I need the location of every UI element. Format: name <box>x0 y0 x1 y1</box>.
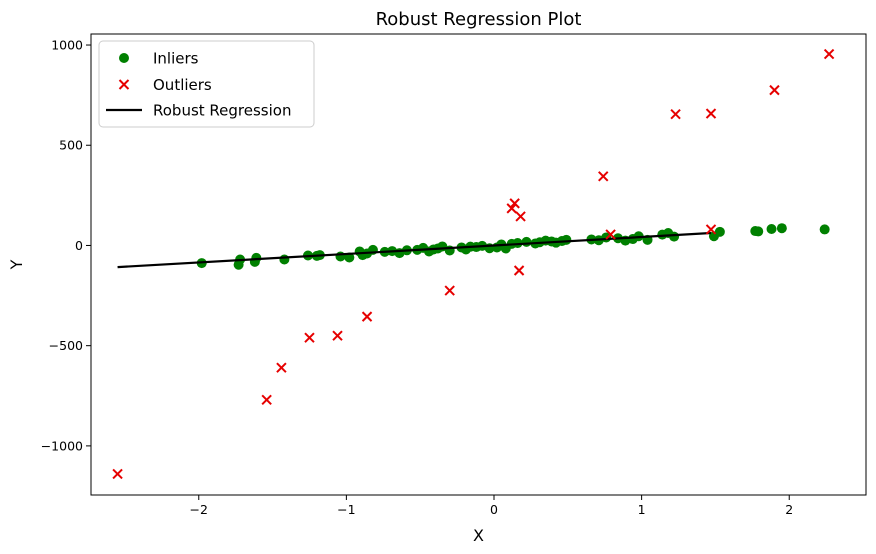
legend-label-inliers: Inliers <box>153 50 199 68</box>
outlier-point <box>769 84 780 96</box>
outlier-point <box>112 468 123 480</box>
outlier-point <box>705 108 717 119</box>
x-tick-label: 2 <box>785 502 793 517</box>
outlier-point <box>304 332 315 343</box>
x-tick-label: 1 <box>638 502 646 517</box>
chart-title: Robust Regression Plot <box>376 9 582 30</box>
legend: Inliers Outliers Robust Regression <box>98 40 315 128</box>
x-axis: −2 −1 0 1 2 <box>190 495 793 517</box>
outlier-point <box>261 394 272 406</box>
legend-box <box>98 40 315 128</box>
plot-area <box>112 48 835 480</box>
inlier-point <box>279 254 290 265</box>
outlier-point <box>513 265 525 276</box>
y-tick-label: −1000 <box>41 438 83 453</box>
y-tick-label: −500 <box>49 338 83 353</box>
inlier-point <box>251 252 262 263</box>
legend-label-outliers: Outliers <box>153 76 212 94</box>
inlier-point <box>776 223 787 234</box>
y-axis: −1000 −500 0 500 1000 <box>41 38 91 453</box>
inlier-point <box>753 226 764 237</box>
outlier-point <box>361 311 373 322</box>
legend-marker-inliers <box>119 53 129 63</box>
inlier-point <box>714 226 725 237</box>
x-tick-label: 0 <box>490 502 498 517</box>
inlier-point <box>819 224 830 235</box>
y-tick-label: 1000 <box>51 38 83 53</box>
inlier-point <box>521 236 532 247</box>
outlier-point <box>605 229 616 240</box>
inlier-point <box>766 224 777 235</box>
x-axis-label: X <box>473 526 484 545</box>
robust-regression-line <box>117 231 712 269</box>
outlier-point <box>276 362 287 373</box>
outlier-point <box>506 203 517 214</box>
outlier-point <box>332 330 343 341</box>
outlier-point <box>444 285 455 296</box>
legend-label-robust-regression: Robust Regression <box>153 102 291 120</box>
inlier-point <box>335 251 346 262</box>
outlier-point <box>823 48 835 60</box>
outlier-point <box>705 224 717 235</box>
inlier-point <box>561 234 572 245</box>
x-tick-label: −2 <box>190 502 208 517</box>
y-axis-label: Y <box>7 259 26 270</box>
axes-frame <box>90 33 867 496</box>
outlier-point <box>670 108 681 120</box>
legend-marker-outliers <box>118 79 130 90</box>
x-tick-label: −1 <box>337 502 355 517</box>
y-tick-label: 0 <box>75 238 83 253</box>
y-tick-label: 500 <box>59 138 83 153</box>
outlier-point <box>509 198 520 209</box>
inlier-point <box>669 231 680 242</box>
outlier-point <box>515 211 526 222</box>
outlier-point <box>598 171 609 182</box>
